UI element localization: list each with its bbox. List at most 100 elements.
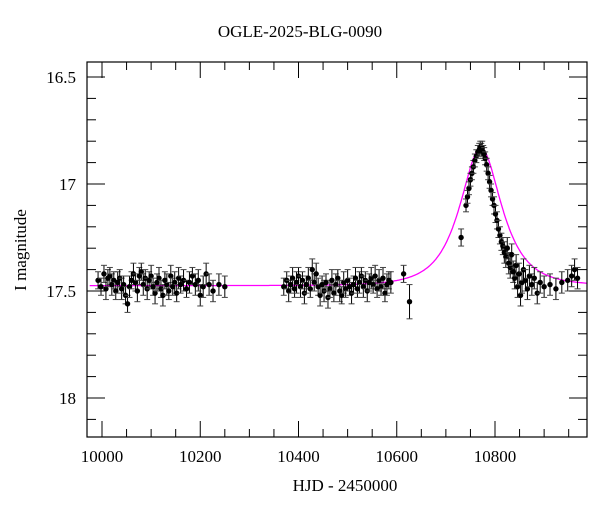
data-point — [537, 271, 544, 294]
data-point — [309, 258, 316, 281]
point-marker — [186, 279, 193, 286]
point-marker — [344, 277, 351, 283]
data-point — [378, 277, 385, 296]
point-marker — [183, 286, 190, 292]
point-marker — [136, 273, 143, 279]
point-marker — [148, 273, 154, 279]
data-point — [114, 271, 121, 294]
x-axis-ticks: 10000 10200 10400 10600 10800 — [81, 62, 570, 466]
data-point — [541, 275, 548, 298]
point-marker — [160, 292, 166, 298]
point-marker — [138, 269, 144, 275]
point-marker — [574, 275, 581, 281]
data-point — [552, 277, 559, 301]
point-marker — [529, 281, 535, 288]
point-marker — [281, 284, 287, 290]
data-point — [299, 271, 306, 290]
point-marker — [158, 286, 164, 292]
data-point — [531, 266, 538, 290]
point-marker — [541, 284, 547, 290]
data-point — [334, 269, 341, 288]
data-point — [574, 266, 581, 290]
point-marker — [154, 279, 160, 286]
point-marker — [565, 277, 571, 283]
point-marker — [216, 281, 222, 288]
point-marker — [175, 275, 182, 281]
point-marker — [524, 286, 531, 292]
data-point — [132, 273, 139, 292]
point-marker — [126, 284, 133, 290]
point-marker — [210, 288, 216, 294]
point-marker — [354, 286, 361, 292]
point-marker — [335, 275, 341, 281]
data-point — [505, 251, 512, 275]
data-point — [406, 284, 413, 320]
point-marker — [311, 279, 317, 286]
point-marker — [172, 279, 178, 286]
data-point — [140, 273, 147, 296]
point-marker — [327, 286, 333, 292]
point-marker — [372, 273, 378, 279]
data-point — [372, 264, 379, 288]
point-marker — [339, 292, 345, 298]
y-tick-label: 16.5 — [46, 68, 76, 87]
point-marker — [132, 279, 139, 286]
point-marker — [98, 284, 104, 290]
data-point — [328, 269, 335, 292]
data-point — [154, 273, 161, 292]
data-point — [315, 277, 322, 296]
x-tick-label: 10400 — [277, 447, 320, 466]
data-point — [458, 228, 465, 247]
plot-frame — [86, 61, 588, 438]
point-marker — [568, 273, 575, 279]
data-point — [206, 273, 213, 296]
point-marker — [170, 284, 176, 290]
point-marker — [537, 279, 543, 286]
data-point — [165, 281, 172, 301]
point-marker — [177, 281, 184, 288]
point-marker — [299, 277, 306, 283]
data-point — [305, 266, 312, 290]
point-marker — [350, 281, 357, 288]
point-marker — [195, 277, 201, 283]
data-point — [215, 273, 222, 296]
data-point — [171, 271, 178, 294]
point-marker — [297, 284, 304, 290]
point-marker — [287, 281, 294, 288]
point-marker — [486, 179, 493, 185]
point-marker — [504, 245, 510, 251]
data-points — [95, 140, 581, 320]
point-marker — [516, 271, 522, 277]
point-marker — [382, 290, 388, 296]
point-marker — [458, 234, 464, 241]
data-point — [508, 243, 515, 266]
point-marker — [192, 281, 199, 288]
point-marker — [337, 288, 343, 294]
x-tick-label: 10600 — [376, 447, 419, 466]
point-marker — [101, 271, 107, 277]
point-marker — [406, 299, 413, 305]
point-marker — [483, 162, 490, 168]
point-marker — [289, 275, 296, 281]
point-marker — [509, 251, 515, 258]
point-marker — [120, 281, 127, 288]
point-marker — [352, 275, 359, 281]
point-marker — [463, 202, 469, 209]
point-marker — [309, 266, 315, 273]
data-point — [323, 273, 330, 292]
point-marker — [115, 279, 121, 286]
point-marker — [146, 277, 152, 283]
data-point — [488, 183, 495, 198]
x-tick-label: 10200 — [179, 447, 222, 466]
chart-title: OGLE-2025-BLG-0090 — [217, 22, 383, 41]
point-marker — [222, 284, 228, 290]
point-marker — [103, 286, 109, 292]
data-point — [558, 271, 565, 294]
data-point — [200, 275, 207, 298]
data-point — [311, 273, 318, 292]
data-point — [124, 294, 131, 313]
y-tick-label: 17 — [59, 175, 77, 194]
point-marker — [488, 187, 494, 194]
point-marker — [388, 279, 394, 286]
data-point — [524, 277, 531, 301]
